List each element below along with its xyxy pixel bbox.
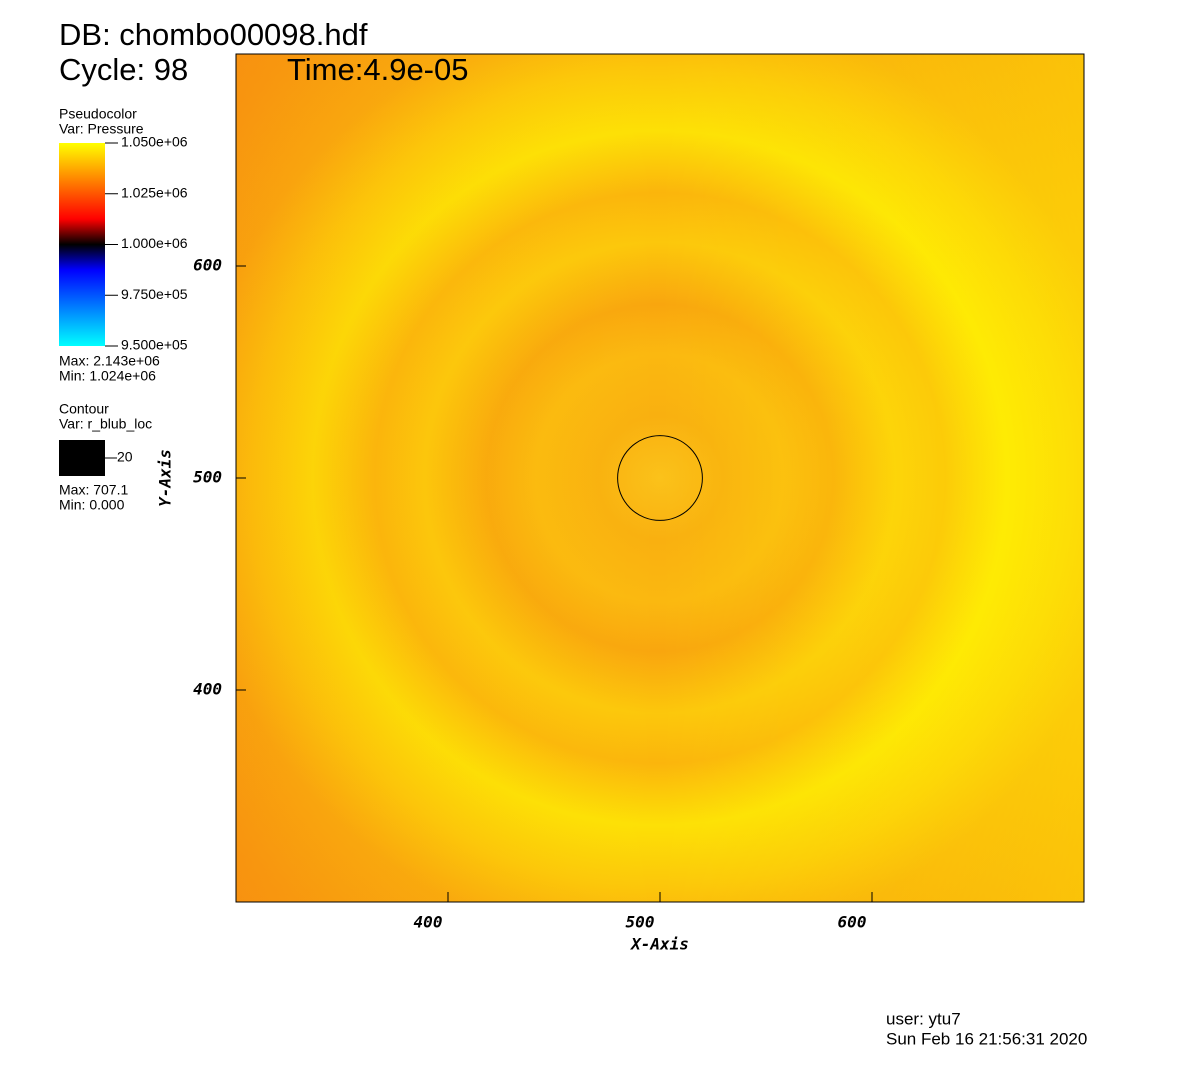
pseudocolor-min: Min: 1.024e+06 (59, 368, 156, 384)
pressure-field-tint (236, 54, 1084, 902)
contour-swatch (59, 440, 105, 476)
date-label: Sun Feb 16 21:56:31 2020 (886, 1029, 1087, 1048)
y-axis-label: Y-Axis (156, 449, 175, 507)
contour-label: Contour (59, 401, 109, 417)
pseudocolor-label: Pseudocolor (59, 106, 137, 122)
pseudocolor-var: Var: Pressure (59, 121, 144, 137)
colorbar-tick-label: 1.050e+06 (121, 134, 188, 150)
pseudocolor-max: Max: 2.143e+06 (59, 353, 160, 369)
x-tick-label: 500 (626, 913, 655, 932)
colorbar (59, 143, 105, 346)
user-label: user: ytu7 (886, 1009, 961, 1028)
y-tick-label: 400 (193, 680, 222, 699)
colorbar-tick-label: 1.000e+06 (121, 235, 188, 251)
contour-max: Max: 707.1 (59, 482, 128, 498)
contour-legend-label: 20 (117, 449, 133, 465)
contour-group (617, 435, 703, 521)
contour-var: Var: r_blub_loc (59, 416, 152, 432)
db-title: DB: chombo00098.hdf (59, 17, 368, 52)
y-tick-label: 500 (193, 468, 222, 487)
x-tick-label: 400 (414, 913, 443, 932)
y-tick-label: 600 (193, 256, 222, 275)
x-axis-label: X-Axis (629, 935, 689, 954)
contour-line (617, 435, 703, 521)
plot-area (235, 53, 1085, 903)
colorbar-tick-label: 9.750e+05 (121, 286, 188, 302)
colorbar-tick-label: 9.500e+05 (121, 337, 188, 353)
time-label: Time:4.9e-05 (287, 52, 469, 87)
contour-min: Min: 0.000 (59, 497, 125, 513)
x-tick-label: 600 (838, 913, 867, 932)
cycle-label: Cycle: 98 (59, 52, 188, 87)
colorbar-tick-label: 1.025e+06 (121, 184, 188, 200)
